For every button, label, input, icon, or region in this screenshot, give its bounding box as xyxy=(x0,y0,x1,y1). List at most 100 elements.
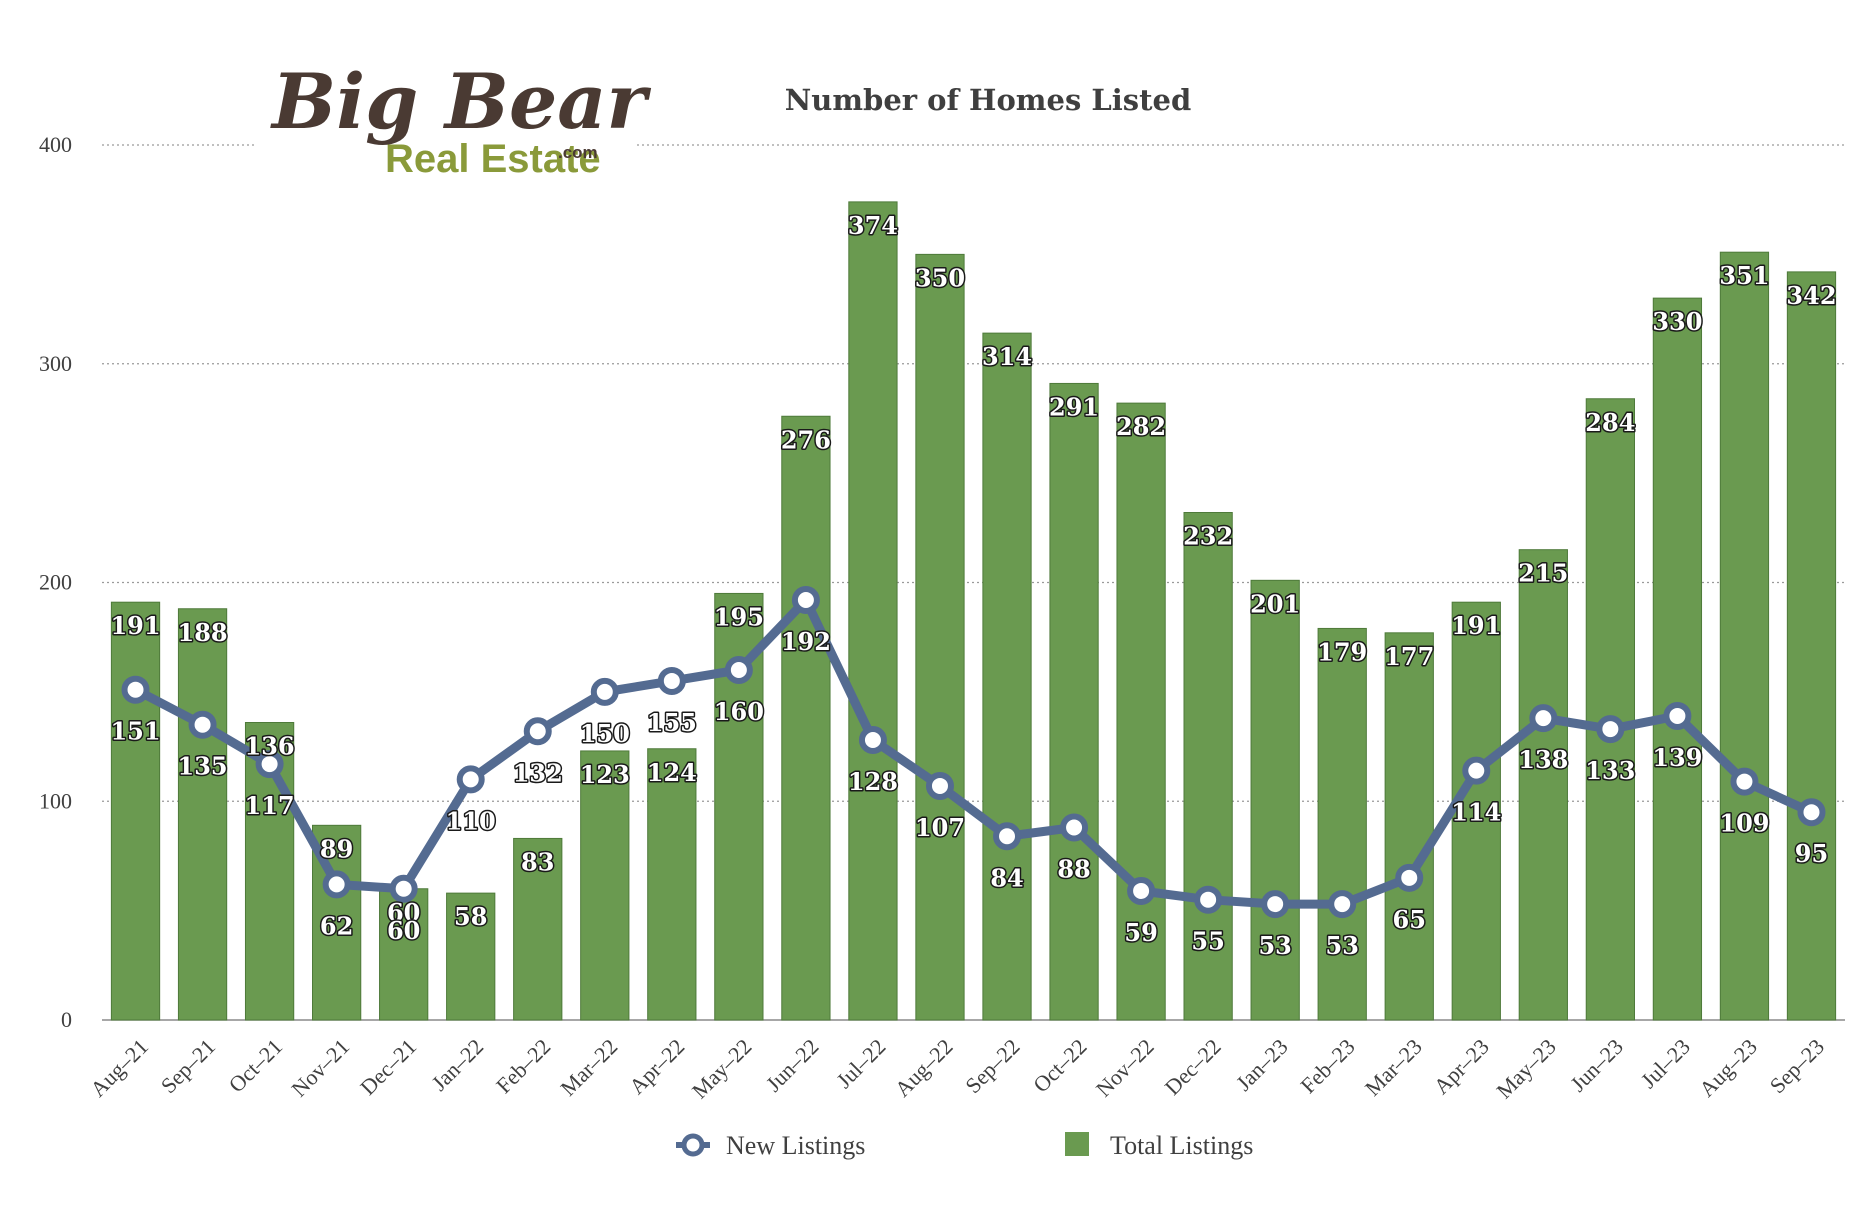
line-data-label: 135 xyxy=(178,752,228,781)
bar xyxy=(1652,297,1703,1021)
bar xyxy=(1719,251,1770,1021)
line-point xyxy=(657,666,686,695)
line-data-label: 53 xyxy=(1326,931,1359,960)
line-point xyxy=(1395,863,1424,892)
bar-data-label: 201 xyxy=(1250,589,1300,618)
line-data-label: 88 xyxy=(1057,855,1090,884)
line-point xyxy=(724,656,753,684)
line-point xyxy=(1194,885,1223,914)
line-data-label: 192 xyxy=(781,627,831,656)
line-data-label: 53 xyxy=(1258,931,1291,960)
bar-data-label: 136 xyxy=(245,732,295,761)
bar-data-label: 374 xyxy=(848,211,898,240)
bar xyxy=(110,601,161,1021)
bar xyxy=(1183,512,1233,1021)
bar xyxy=(1317,627,1367,1021)
x-axis: Aug–21 Sep–21 Oct–21 Nov–21 Dec–21 Jan–22 Feb–… xyxy=(85,1034,1829,1104)
bar xyxy=(647,748,697,1021)
line-point xyxy=(456,765,485,794)
bar-data-label: 282 xyxy=(1116,412,1166,441)
y-tick-label: 100 xyxy=(39,788,72,813)
line-point xyxy=(1462,756,1491,785)
x-tick-label: Sep–23 xyxy=(1765,1034,1829,1098)
line-data-label: 84 xyxy=(990,863,1023,892)
legend-square-marker xyxy=(1065,1132,1089,1156)
legend: New Listings Total Listings xyxy=(676,1131,1253,1160)
logo-text-com: .com xyxy=(558,143,598,162)
chart-title: Number of Homes Listed xyxy=(785,83,1191,117)
line-point xyxy=(523,717,552,746)
bar xyxy=(580,750,630,1021)
bar xyxy=(177,608,228,1021)
bar-data-label: 191 xyxy=(110,611,160,640)
bar-series-total-listings xyxy=(110,201,1837,1021)
line-point xyxy=(1127,876,1156,905)
line-data-label: 107 xyxy=(915,813,965,842)
x-tick-label: Dec–21 xyxy=(355,1034,421,1100)
line-point xyxy=(121,675,150,704)
x-tick-label: Jul–22 xyxy=(831,1034,890,1093)
bar-data-label: 284 xyxy=(1585,408,1635,437)
line-data-label: 138 xyxy=(1518,745,1568,774)
legend-item-total-listings: Total Listings xyxy=(1065,1131,1253,1160)
bar-data-label: 179 xyxy=(1317,637,1367,666)
x-tick-label: Feb–22 xyxy=(491,1034,555,1098)
x-tick-label: Dec–22 xyxy=(1160,1034,1226,1100)
line-point xyxy=(255,750,284,779)
bar xyxy=(1049,382,1099,1021)
line-data-label: 65 xyxy=(1393,905,1426,934)
bar-data-label: 123 xyxy=(580,760,630,789)
x-tick-label: Aug–21 xyxy=(85,1034,153,1102)
bar xyxy=(915,253,965,1021)
legend-label-total-listings: Total Listings xyxy=(1110,1131,1253,1160)
bar xyxy=(1250,579,1300,1021)
line-data-label: 109 xyxy=(1719,809,1769,838)
data-labels: 191 188 136 89 60 58 83 123 124 195 276 374 350 314 29… xyxy=(109,209,1838,961)
bar xyxy=(1518,549,1568,1021)
legend-circle-marker xyxy=(681,1133,705,1157)
line-data-label: 55 xyxy=(1191,927,1224,956)
bar xyxy=(244,722,295,1021)
logo-text-real-estate: Real Estate xyxy=(385,137,601,181)
x-tick-label: Apr–23 xyxy=(1429,1034,1494,1099)
bar xyxy=(513,837,563,1021)
line-data-label: 150 xyxy=(580,719,630,748)
line-point xyxy=(1529,704,1558,733)
line-point xyxy=(925,771,954,800)
line-point xyxy=(791,586,820,614)
bar-data-label: 342 xyxy=(1786,281,1836,310)
line-data-label: 133 xyxy=(1585,756,1635,785)
y-axis: 0 100 200 300 400 xyxy=(39,132,1845,1032)
x-tick-label: Feb–23 xyxy=(1295,1034,1359,1098)
bar-data-label: 314 xyxy=(982,342,1032,371)
x-tick-label: Oct–22 xyxy=(1028,1034,1091,1097)
line-data-label: 95 xyxy=(1795,839,1828,868)
line-data-label: 132 xyxy=(513,758,563,787)
y-tick-label: 200 xyxy=(39,570,72,595)
bar xyxy=(446,892,496,1021)
bar xyxy=(1451,601,1501,1021)
bar-data-label: 195 xyxy=(714,602,764,631)
line-data-label: 62 xyxy=(320,911,353,940)
bar-data-label: 58 xyxy=(454,902,487,931)
x-tick-label: May–23 xyxy=(1491,1034,1561,1104)
line-point xyxy=(1261,890,1290,919)
line-point xyxy=(188,710,217,739)
line-data-label: 151 xyxy=(110,717,160,746)
x-tick-label: May–22 xyxy=(687,1034,757,1104)
legend-label-new-listings: New Listings xyxy=(726,1131,865,1160)
bar-data-label: 89 xyxy=(320,834,353,863)
bar-data-label: 83 xyxy=(521,847,554,876)
line-path xyxy=(131,595,1816,909)
line-point xyxy=(858,726,887,754)
line-data-label: 110 xyxy=(446,806,496,835)
logo-text-big-bear: Big Bear xyxy=(270,57,652,146)
x-tick-label: Aug–23 xyxy=(1694,1034,1762,1102)
line-data-label: 139 xyxy=(1652,743,1702,772)
line-point xyxy=(1730,767,1759,796)
line-data-label: 128 xyxy=(848,767,898,796)
bar-data-label: 291 xyxy=(1049,392,1099,421)
x-tick-label: Jan–22 xyxy=(426,1034,488,1096)
bar-data-label: 330 xyxy=(1652,307,1702,336)
